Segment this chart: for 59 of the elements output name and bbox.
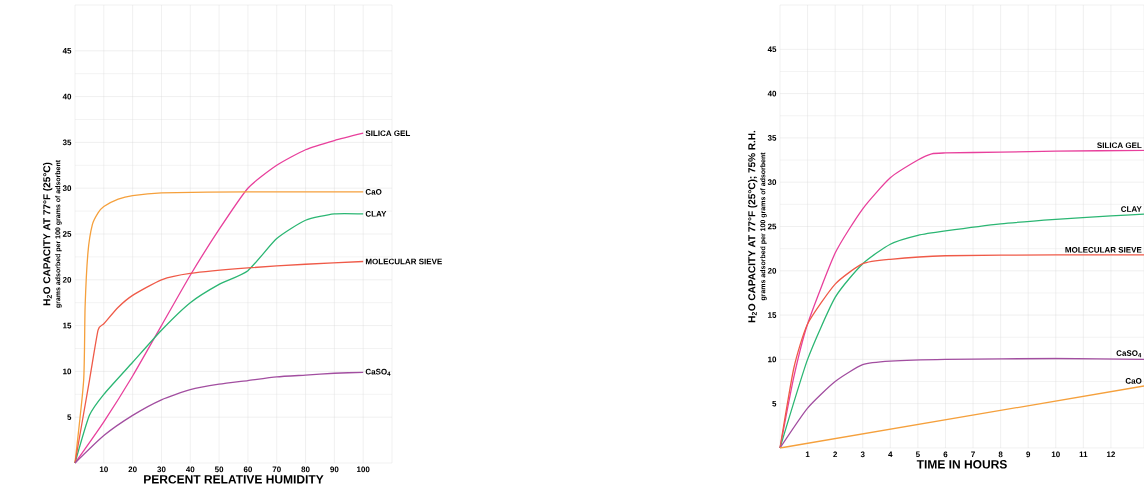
- x-tick-label: 1: [805, 451, 810, 458]
- series-label: CaSO$_{4}$: [1116, 350, 1142, 358]
- x-tick-label: 10: [99, 466, 108, 473]
- x-tick-label: 60: [243, 466, 253, 473]
- y-tick-label: 10: [768, 356, 777, 363]
- line-series: [74, 132, 364, 464]
- x-tick-label: 40: [185, 466, 195, 473]
- x-tick-label: 90: [330, 466, 339, 473]
- line-series: [779, 357, 1144, 449]
- series-label: CaSO$_{4}$: [365, 368, 391, 376]
- x-tick-label: 30: [157, 466, 166, 473]
- series-label: MOLECULAR SIEVE: [365, 258, 442, 265]
- y-tick-label: 20: [62, 276, 72, 283]
- x-tick-label: 12: [1106, 451, 1116, 458]
- x-tick-label: 20: [128, 466, 137, 473]
- x-tick-label: 7: [971, 451, 975, 458]
- series-label: CaO: [1125, 378, 1142, 384]
- y-tick-label: 35: [767, 135, 777, 141]
- y-tick-label: 15: [63, 322, 72, 329]
- y-axis-title: H$_{2}$O CAPACITY AT 77°F (25°C); 75% R.H.: [747, 130, 758, 323]
- y-tick-label: 15: [768, 312, 777, 318]
- series-label: CLAY: [1121, 206, 1142, 212]
- x-tick-label: 6: [943, 451, 948, 458]
- series-label: SILICA GEL: [1097, 142, 1142, 149]
- line-series: [74, 371, 364, 464]
- x-tick-label: 70: [272, 466, 281, 473]
- y-tick-label: 5: [67, 414, 72, 420]
- x-tick-label: 4: [888, 451, 893, 458]
- y-axis-title: H$_{2}$O CAPACITY AT 77°F (25°C): [42, 162, 53, 306]
- x-tick-label: 100: [357, 466, 370, 473]
- x-tick-label: 8: [998, 451, 1003, 458]
- y-tick-label: 25: [767, 223, 777, 230]
- x-tick-label: 3: [860, 451, 865, 458]
- x-tick-label: 11: [1079, 451, 1088, 458]
- y-tick-label: 20: [767, 267, 777, 274]
- line-series: [779, 254, 1144, 449]
- y-tick-label: 5: [772, 400, 777, 407]
- x-axis-title: TIME IN HOURS: [916, 460, 1007, 469]
- x-tick-label: 80: [301, 466, 310, 473]
- series-label: MOLECULAR SIEVE: [1065, 246, 1142, 253]
- y-tick-label: 40: [62, 93, 72, 100]
- y-tick-label: 30: [767, 179, 777, 186]
- y-tick-label: 45: [62, 48, 72, 54]
- x-tick-label: 2: [833, 451, 838, 458]
- series-label: CLAY: [365, 211, 387, 217]
- line-series: [74, 260, 364, 464]
- y-tick-label: 25: [62, 231, 72, 237]
- x-tick-label: 9: [1026, 451, 1031, 458]
- x-tick-label: 5: [915, 451, 920, 458]
- series-label: CaO: [365, 189, 382, 195]
- x-axis-title: PERCENT RELATIVE HUMIDITY: [144, 475, 324, 484]
- y-tick-label: 35: [62, 139, 72, 146]
- y-tick-label: 40: [767, 90, 777, 97]
- x-tick-label: 50: [214, 466, 224, 473]
- y-tick-label: 45: [767, 46, 777, 53]
- series-label: SILICA GEL: [365, 130, 411, 137]
- y-tick-label: 30: [62, 185, 72, 192]
- x-tick-label: 10: [1051, 451, 1060, 458]
- y-tick-label: 10: [63, 368, 72, 375]
